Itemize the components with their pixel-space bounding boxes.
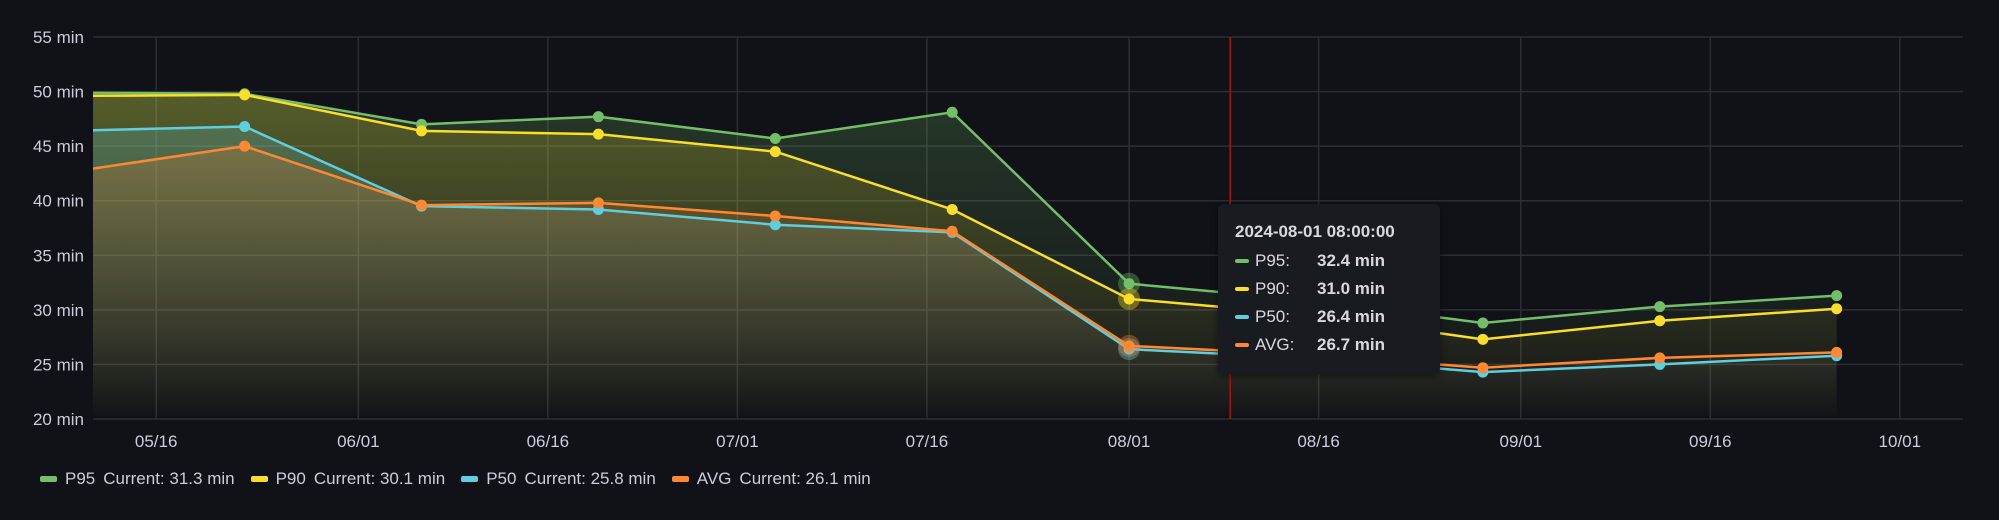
data-point-p90 [1477, 333, 1489, 345]
x-tick-label: 05/16 [135, 432, 178, 451]
data-point-avg [239, 140, 251, 152]
y-tick-label: 45 min [33, 137, 84, 156]
data-point-p95 [592, 111, 604, 123]
legend-item-p50[interactable]: P50 Current: 25.8 min [461, 469, 656, 489]
data-point-p95 [1123, 278, 1135, 290]
series-swatch-icon [1235, 287, 1249, 291]
y-tick-label: 50 min [33, 83, 84, 102]
tooltip-row-p95: P95: 32.4 min [1235, 251, 1440, 270]
legend-current-value: Current: 30.1 min [313, 469, 446, 488]
y-tick-label: 35 min [33, 246, 84, 265]
tooltip-series-value: 31.0 min [1317, 279, 1386, 298]
x-tick-label: 06/16 [527, 432, 570, 451]
x-tick-label: 10/01 [1879, 432, 1922, 451]
tooltip-row-avg: AVG: 26.7 min [1235, 335, 1440, 354]
y-tick-label: 25 min [33, 355, 84, 374]
tooltip-title: 2024-08-01 08:00:00 [1235, 222, 1395, 241]
data-point-p95 [769, 133, 781, 145]
data-point-p50 [239, 120, 251, 132]
tooltip-series-value: 32.4 min [1317, 251, 1386, 270]
x-tick-label: 06/01 [337, 432, 380, 451]
tooltip-row-p50: P50: 26.4 min [1235, 307, 1440, 326]
data-point-avg [1477, 362, 1489, 374]
y-axis: 20 min 25 min 30 min 35 min 40 min 45 min 50 m… [33, 28, 84, 429]
data-point-avg [946, 225, 958, 237]
data-point-p90 [592, 128, 604, 140]
data-point-p90 [239, 89, 251, 101]
tooltip-series-name: AVG: [1255, 335, 1295, 354]
y-tick-label: 30 min [33, 301, 84, 320]
tooltip-series-name: P95: [1255, 251, 1290, 270]
data-point-avg [1654, 352, 1666, 364]
legend-current-value: Current: 25.8 min [524, 469, 656, 488]
legend-item-p90[interactable]: P90 Current: 30.1 min [250, 469, 446, 489]
series-swatch-icon [1235, 259, 1249, 263]
x-tick-label: 08/01 [1108, 432, 1151, 451]
data-point-avg [1831, 346, 1843, 358]
tooltip-series-value: 26.7 min [1317, 335, 1386, 354]
data-point-p95 [1831, 290, 1843, 302]
x-axis: 05/16 06/01 06/16 07/01 07/16 08/01 08/16 09/01… [135, 432, 1921, 451]
data-point-p90 [1654, 315, 1666, 327]
data-point-p50 [62, 125, 73, 136]
x-tick-label: 07/01 [716, 432, 759, 451]
tooltip: 2024-08-01 08:00:00 P95: 32.4 min P90: 31.… [1218, 204, 1440, 374]
data-point-p90 [769, 146, 781, 158]
series-swatch-icon [671, 476, 689, 482]
data-point-p90 [946, 203, 958, 215]
data-point-avg [1123, 340, 1135, 352]
area-avg [93, 146, 1837, 419]
legend: P95 Current: 31.3 min P90 Current: 30.1 mi… [40, 469, 871, 489]
y-tick-label: 55 min [33, 28, 84, 47]
series-swatch-icon [40, 476, 57, 482]
legend-item-p95[interactable]: P95 Current: 31.3 min [40, 469, 235, 489]
tooltip-series-name: P50: [1255, 307, 1290, 326]
y-tick-label: 20 min [33, 410, 84, 429]
tooltip-series-name: P90: [1255, 279, 1290, 298]
legend-item-avg[interactable]: AVG Current: 26.1 min [671, 469, 871, 489]
data-point-avg [769, 210, 781, 222]
series-swatch-icon [1235, 315, 1249, 319]
tooltip-row-p90: P90: 31.0 min [1235, 279, 1440, 298]
data-point-avg [416, 199, 428, 211]
data-point-p50 [769, 219, 781, 231]
y-tick-label: 40 min [33, 192, 84, 211]
legend-current-value: Current: 26.1 min [739, 469, 871, 488]
legend-current-value: Current: 31.3 min [103, 469, 235, 488]
legend-series-name: P50 [486, 469, 517, 488]
data-point-p90 [1123, 293, 1135, 305]
tooltip-series-value: 26.4 min [1317, 307, 1386, 326]
legend-series-name: AVG [696, 469, 732, 488]
legend-series-name: P95 [65, 469, 96, 488]
data-point-avg [62, 167, 73, 178]
data-point-p95 [1654, 301, 1666, 313]
series-swatch-icon [1235, 343, 1249, 347]
x-tick-label: 09/01 [1499, 432, 1542, 451]
data-point-p90 [1831, 303, 1843, 315]
x-tick-label: 09/16 [1689, 432, 1732, 451]
series-swatch-icon [461, 476, 479, 482]
x-tick-label: 07/16 [906, 432, 949, 451]
legend-series-name: P90 [275, 469, 306, 488]
data-point-p95 [1477, 317, 1489, 329]
series-swatch-icon [250, 476, 268, 482]
data-point-p95 [946, 106, 958, 118]
data-point-p90 [416, 125, 428, 137]
x-tick-label: 08/16 [1297, 432, 1340, 451]
data-point-avg [592, 197, 604, 209]
